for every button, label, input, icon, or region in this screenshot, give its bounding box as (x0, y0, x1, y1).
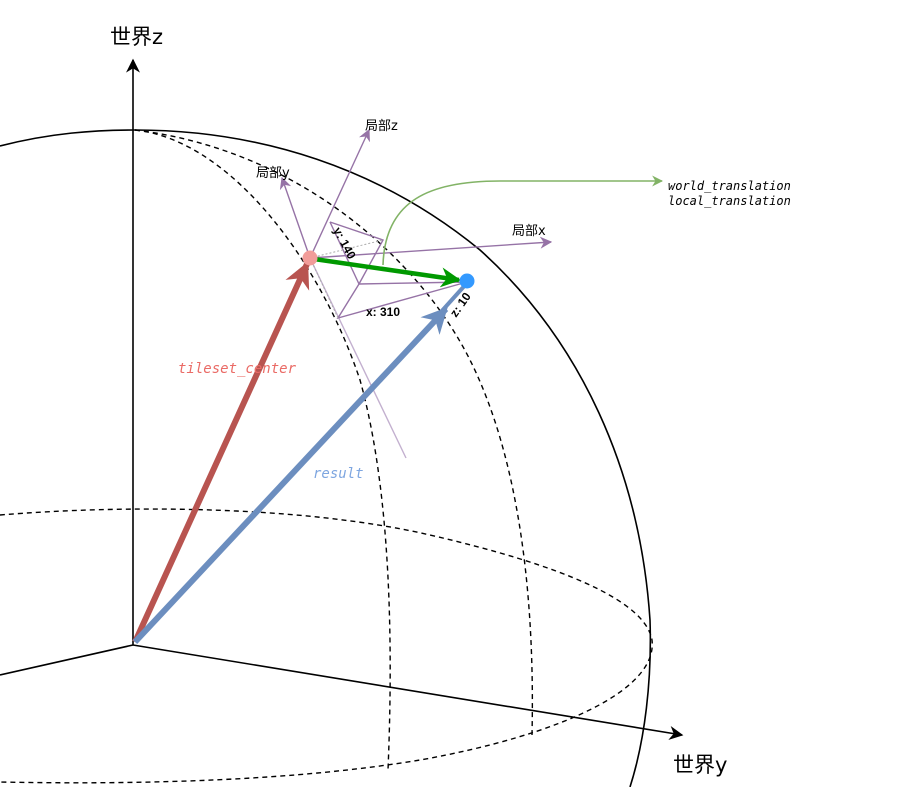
meridian-inner (134, 129, 391, 771)
guide-3 (309, 257, 339, 319)
target-point (459, 273, 475, 289)
annotation-line-2: local_translation (668, 194, 791, 208)
offset-z-label: z: 10 (447, 290, 474, 320)
result-vector-tail (438, 281, 469, 315)
equator-ellipse (0, 508, 653, 784)
local-z-axis (309, 128, 370, 259)
local-x-label: 局部x (512, 224, 546, 239)
local-z-label: 局部z (365, 119, 398, 134)
local-y-label: 局部y (256, 166, 290, 181)
tileset-center-label: tileset_center (178, 361, 297, 377)
offset-x-label: x: 310 (366, 305, 400, 319)
construction-edge-1 (329, 221, 360, 285)
tileset-center-vector (132, 261, 310, 644)
world-x-axis (0, 644, 134, 676)
local-y-axis (279, 176, 311, 259)
local-frame (279, 128, 553, 459)
guide-1 (309, 239, 384, 259)
origin-point (302, 250, 318, 266)
construction-edge-2 (358, 281, 468, 285)
result-vector (132, 306, 449, 645)
sphere-outline (0, 129, 652, 787)
meridian-outer (134, 129, 534, 736)
sphere-dashed-grid (0, 129, 653, 784)
result-label: result (313, 466, 364, 482)
world-y-axis (132, 644, 684, 740)
local-x-axis (309, 236, 553, 259)
world-y-label: 世界y (673, 753, 727, 777)
annotation-line-1: world_translation (668, 179, 791, 193)
translation-vector (313, 256, 461, 288)
world-z-label: 世界z (110, 25, 163, 49)
annotation-arrow (382, 175, 664, 266)
